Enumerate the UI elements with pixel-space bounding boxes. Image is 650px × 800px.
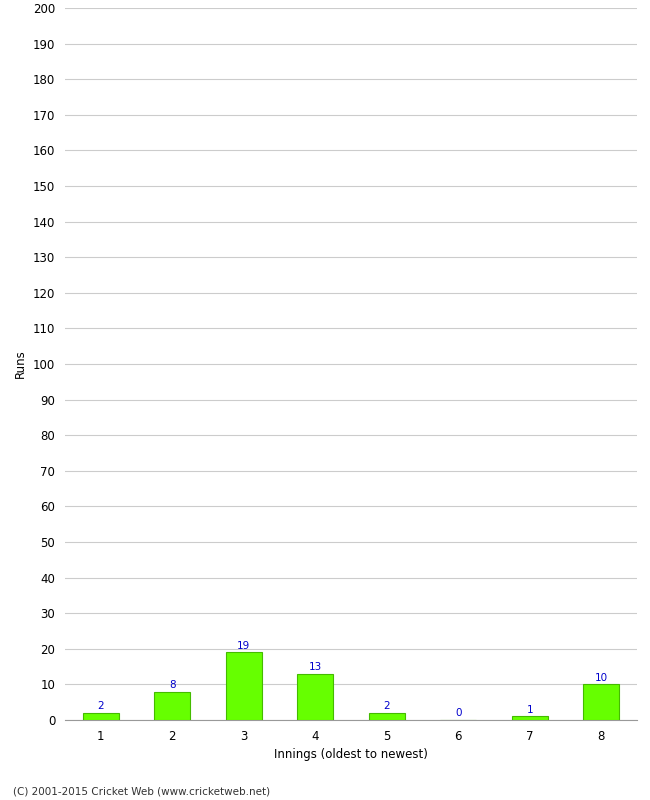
Bar bbox=[226, 652, 261, 720]
Bar bbox=[155, 691, 190, 720]
Y-axis label: Runs: Runs bbox=[14, 350, 27, 378]
Text: 19: 19 bbox=[237, 641, 250, 650]
Text: 2: 2 bbox=[384, 701, 390, 711]
Text: (C) 2001-2015 Cricket Web (www.cricketweb.net): (C) 2001-2015 Cricket Web (www.cricketwe… bbox=[13, 786, 270, 796]
Bar bbox=[369, 713, 404, 720]
Text: 8: 8 bbox=[169, 680, 176, 690]
Text: 13: 13 bbox=[309, 662, 322, 672]
Text: 1: 1 bbox=[526, 705, 533, 714]
Text: 10: 10 bbox=[595, 673, 608, 682]
Text: 2: 2 bbox=[98, 701, 104, 711]
Bar bbox=[298, 674, 333, 720]
Bar bbox=[584, 685, 619, 720]
Bar bbox=[83, 713, 118, 720]
X-axis label: Innings (oldest to newest): Innings (oldest to newest) bbox=[274, 748, 428, 762]
Bar bbox=[512, 717, 547, 720]
Text: 0: 0 bbox=[455, 708, 461, 718]
